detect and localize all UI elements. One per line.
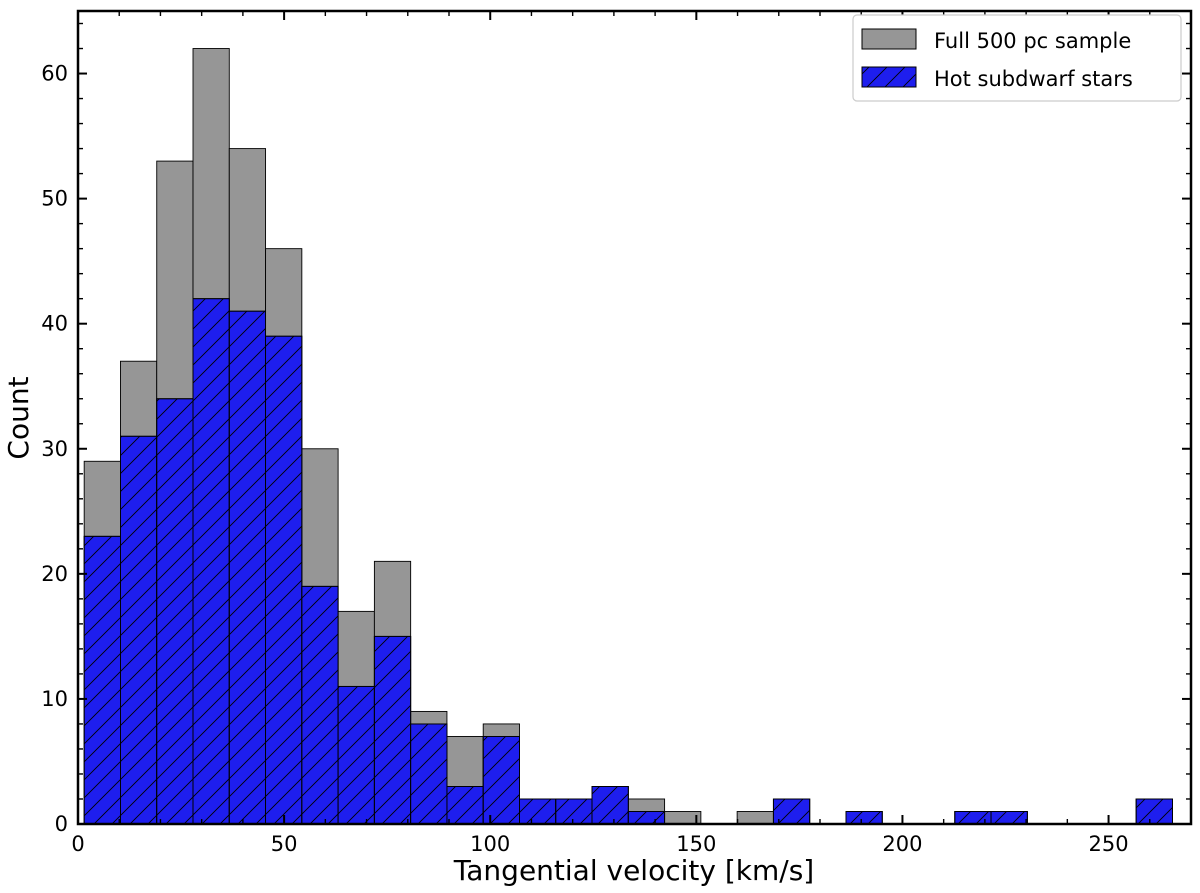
plot-frame bbox=[76, 9, 1193, 826]
hot-subdwarf-bar-hatch-8 bbox=[373, 635, 412, 825]
axis-ticks bbox=[77, 11, 1192, 825]
x-tick-label: 250 bbox=[1089, 832, 1129, 856]
legend: Full 500 pc sample Hot subdwarf stars bbox=[852, 14, 1182, 102]
x-tick-label: 100 bbox=[470, 832, 510, 856]
hot-subdwarf-bar-hatch-5 bbox=[265, 335, 303, 825]
hot-subdwarf-bar-hatch-2 bbox=[156, 398, 194, 825]
x-tick-labels: 0 50 100 150 200 250 bbox=[71, 832, 1128, 856]
legend-label-full-sample: Full 500 pc sample bbox=[934, 29, 1131, 53]
hot-subdwarf-bar-hatch-12 bbox=[519, 798, 557, 825]
legend-swatch-hot-subdwarf-hatch bbox=[862, 67, 916, 87]
hot-subdwarf-bar-hatch-7 bbox=[337, 685, 375, 825]
hot-subdwarf-bar-hatch-13 bbox=[555, 798, 593, 825]
legend-label-hot-subdwarf: Hot subdwarf stars bbox=[934, 67, 1133, 91]
x-tick-label: 200 bbox=[882, 832, 922, 856]
x-tick-label: 50 bbox=[271, 832, 298, 856]
x-tick-label: 150 bbox=[676, 832, 716, 856]
hot-subdwarf-bar-hatch-25 bbox=[990, 811, 1028, 825]
y-tick-label: 10 bbox=[41, 687, 68, 711]
hot-subdwarf-bar-hatch-3 bbox=[192, 298, 230, 825]
hot-subdwarf-bar-hatch-6 bbox=[301, 585, 339, 825]
hot-subdwarf-bar-hatch-0 bbox=[83, 535, 121, 825]
hot-subdwarf-bar-hatch-9 bbox=[410, 723, 448, 825]
y-axis-label: Count bbox=[2, 376, 35, 459]
y-tick-label: 20 bbox=[41, 562, 68, 586]
hot-subdwarf-bar-hatch-14 bbox=[591, 786, 629, 825]
hot-subdwarf-bar-hatch-11 bbox=[482, 735, 520, 825]
hot-subdwarf-bar-hatch-21 bbox=[845, 811, 883, 825]
hot-subdwarf-bar-hatch-1 bbox=[120, 435, 158, 825]
legend-box bbox=[852, 14, 1182, 102]
full-sample-bar-18 bbox=[736, 811, 774, 825]
hot-subdwarf-bar-hatch-19 bbox=[772, 798, 811, 825]
y-tick-labels: 0 10 20 30 40 50 60 bbox=[41, 62, 68, 836]
y-tick-label: 30 bbox=[41, 437, 68, 461]
hot-subdwarf-bars bbox=[83, 298, 1173, 825]
hot-subdwarf-bar-hatch-4 bbox=[228, 310, 267, 825]
hot-subdwarf-bar-hatch-10 bbox=[446, 786, 484, 825]
y-tick-label: 0 bbox=[55, 812, 68, 836]
y-tick-label: 40 bbox=[41, 312, 68, 336]
x-tick-label: 0 bbox=[71, 832, 84, 856]
hot-subdwarf-bar-hatch-29 bbox=[1135, 798, 1173, 825]
legend-swatch-full-sample bbox=[861, 28, 917, 50]
hot-subdwarf-bar-hatch-24 bbox=[954, 811, 992, 825]
hot-subdwarf-bar-hatch-15 bbox=[627, 811, 666, 825]
y-tick-label: 60 bbox=[41, 62, 68, 86]
x-axis-label: Tangential velocity [km/s] bbox=[453, 854, 814, 887]
y-tick-label: 50 bbox=[41, 187, 68, 211]
